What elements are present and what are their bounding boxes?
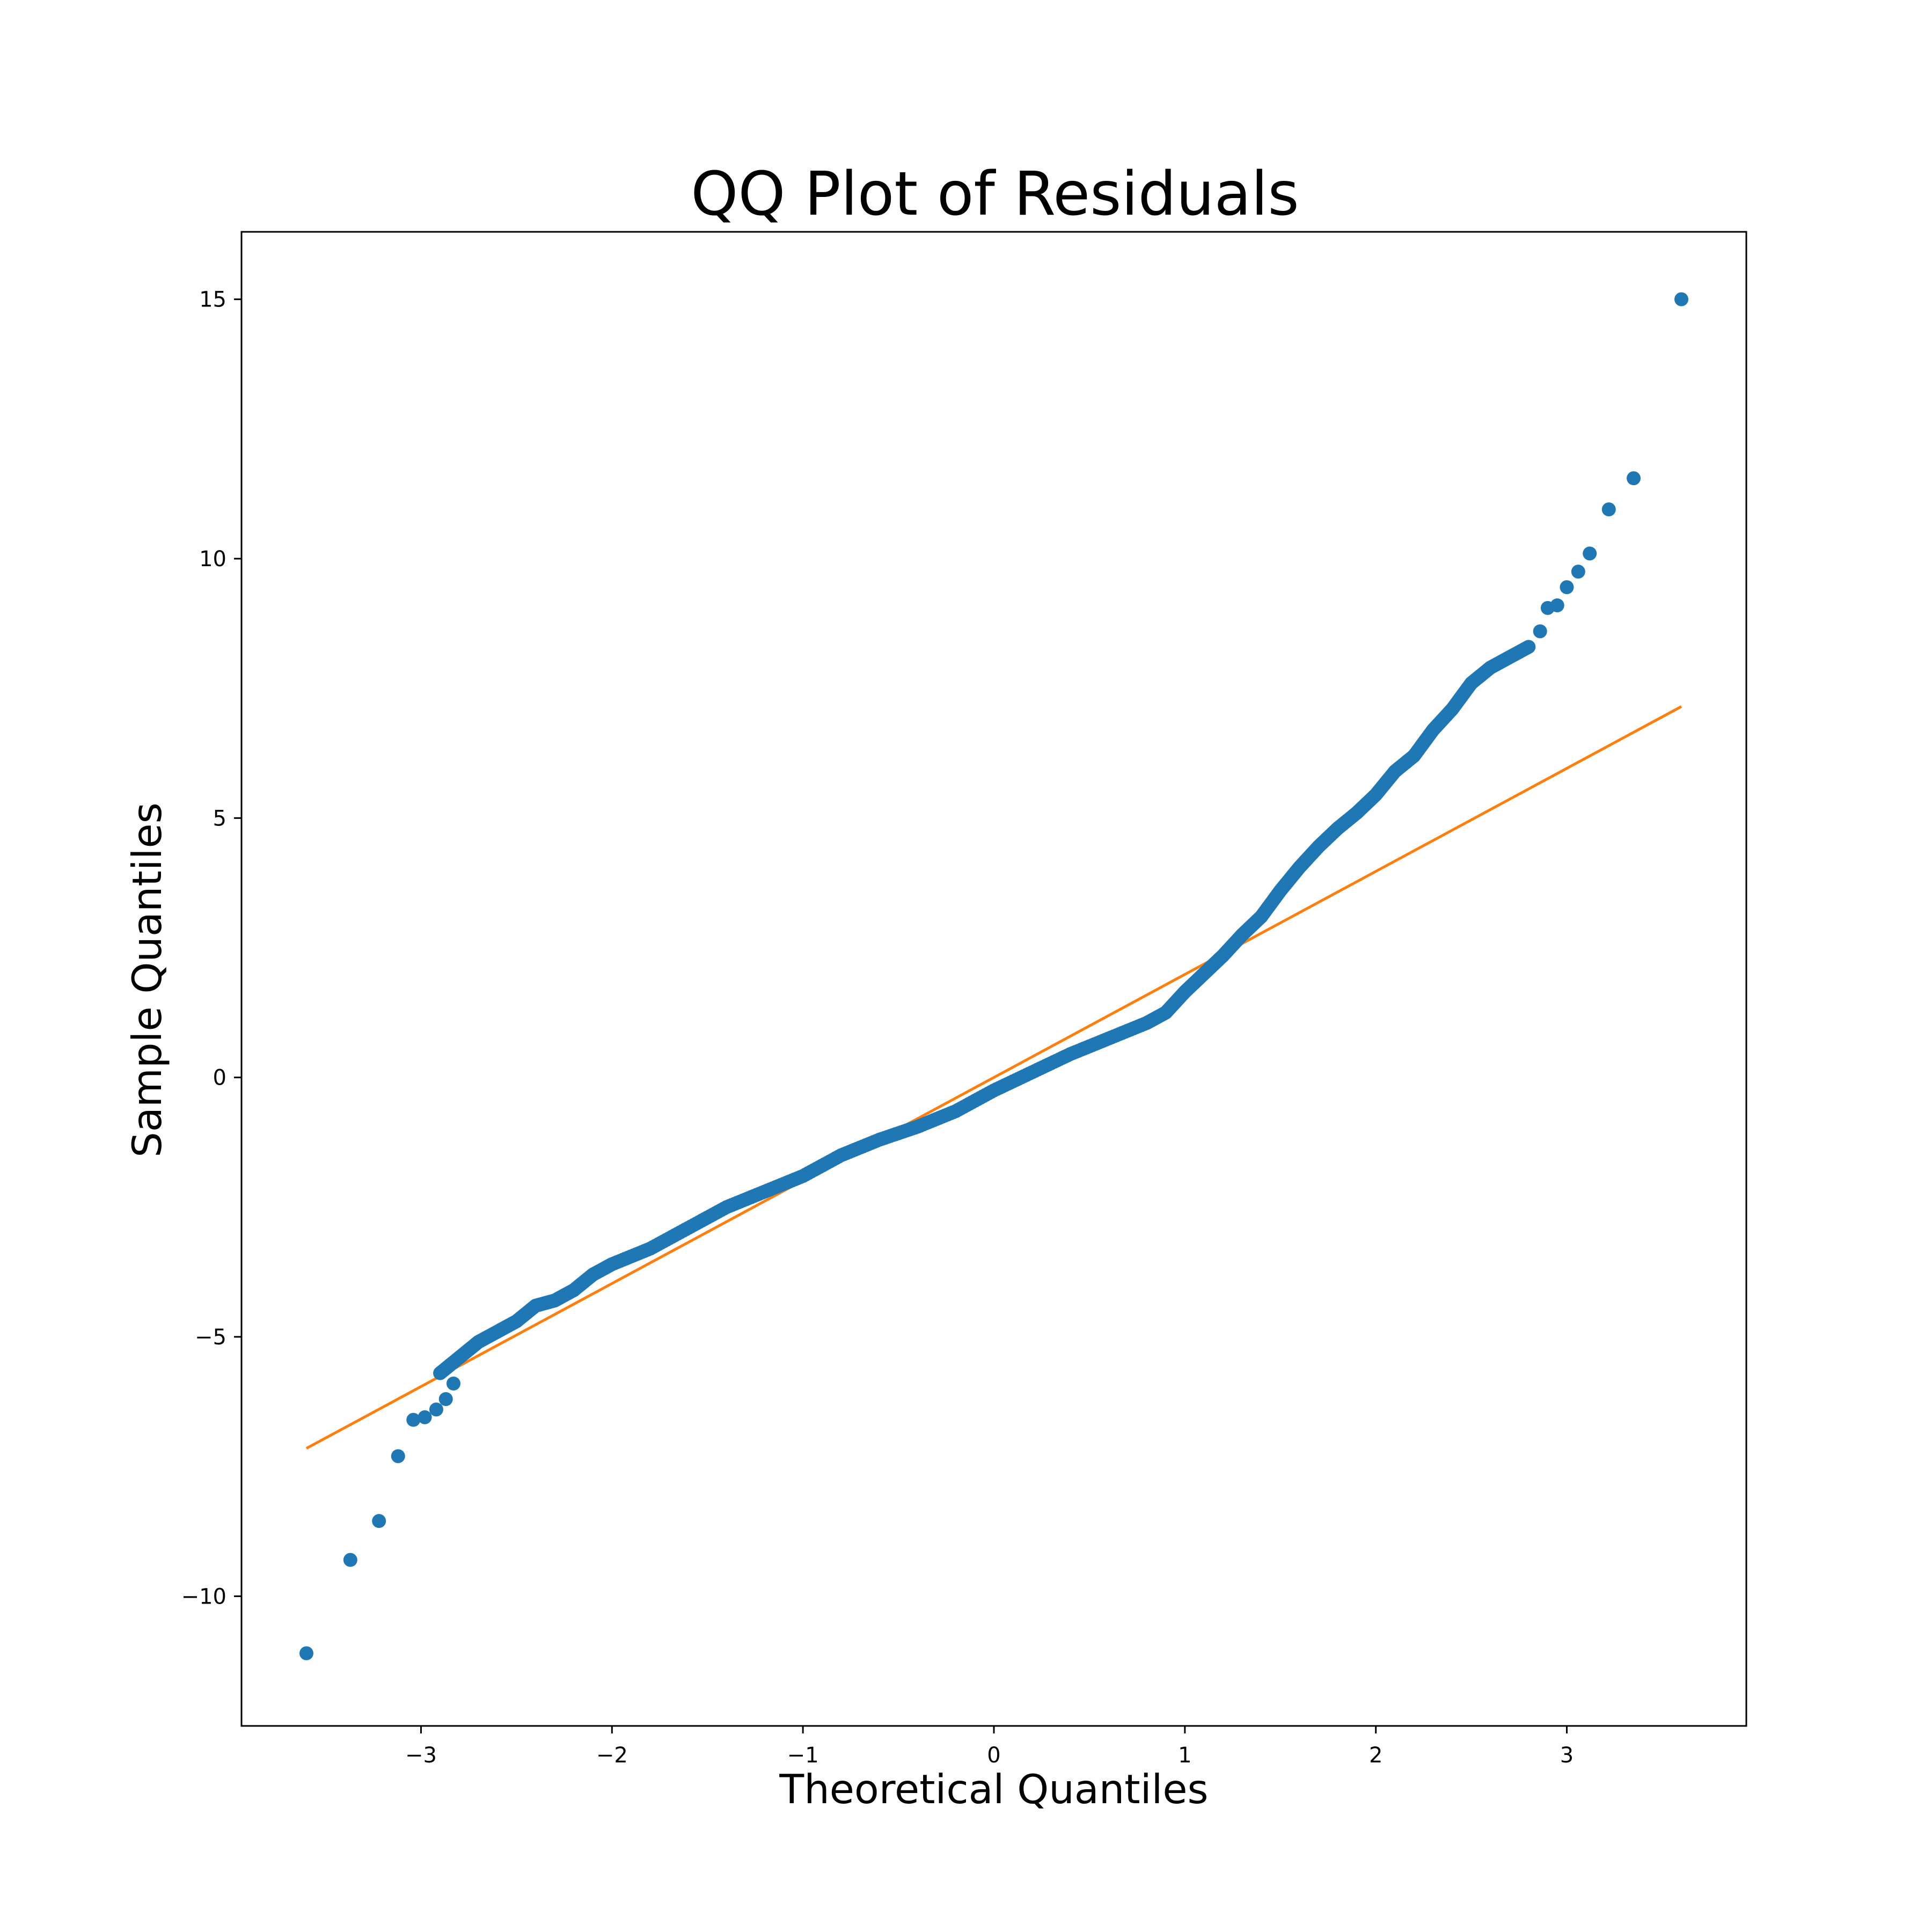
tail-point [418,1410,432,1424]
tail-point [343,1553,357,1567]
tail-point [1560,580,1574,595]
x-tick-label: 3 [1560,1743,1574,1768]
plot-background [241,232,1746,1726]
sample-point [1521,640,1536,654]
x-axis-label: Theoretical Quantiles [779,1766,1208,1813]
tail-point [1533,624,1547,639]
x-tick-label: −1 [787,1743,819,1768]
tail-point [1674,292,1689,306]
tail-point [1550,598,1564,612]
tail-point [1627,471,1641,486]
y-tick-label: 15 [199,288,226,312]
y-tick-label: −10 [181,1584,226,1609]
x-tick-label: 0 [987,1743,1000,1768]
x-tick-label: −2 [596,1743,628,1768]
x-tick-label: 1 [1178,1743,1191,1768]
reference-line-layer [305,705,1682,1450]
tail-point [1571,565,1585,579]
tail-point [429,1402,443,1417]
tail-point [446,1377,460,1391]
tail-point [438,1392,453,1406]
tail-point [391,1449,405,1463]
plot-area [241,232,1746,1726]
y-axis-ticks: −10 −5 0 5 10 15 [181,288,241,1609]
chart-title: QQ Plot of Residuals [691,159,1299,229]
y-tick-label: 5 [213,806,226,831]
y-tick-label: 10 [199,547,226,572]
y-tick-label: 0 [213,1066,226,1091]
x-axis-ticks: −3 −2 −1 0 1 2 3 [405,1726,1574,1768]
reference-line [305,705,1682,1450]
tail-point [372,1514,386,1528]
y-tick-label: −5 [195,1325,226,1350]
tail-point [299,1646,313,1660]
tail-point [406,1413,421,1427]
tail-point [1601,502,1616,517]
plot-frame [240,231,1747,1727]
x-tick-label: 2 [1369,1743,1382,1768]
y-axis-label: Sample Quantiles [123,802,171,1157]
tail-point [1583,546,1597,561]
sample-points-layer [299,292,1689,1660]
x-tick-label: −3 [405,1743,437,1768]
